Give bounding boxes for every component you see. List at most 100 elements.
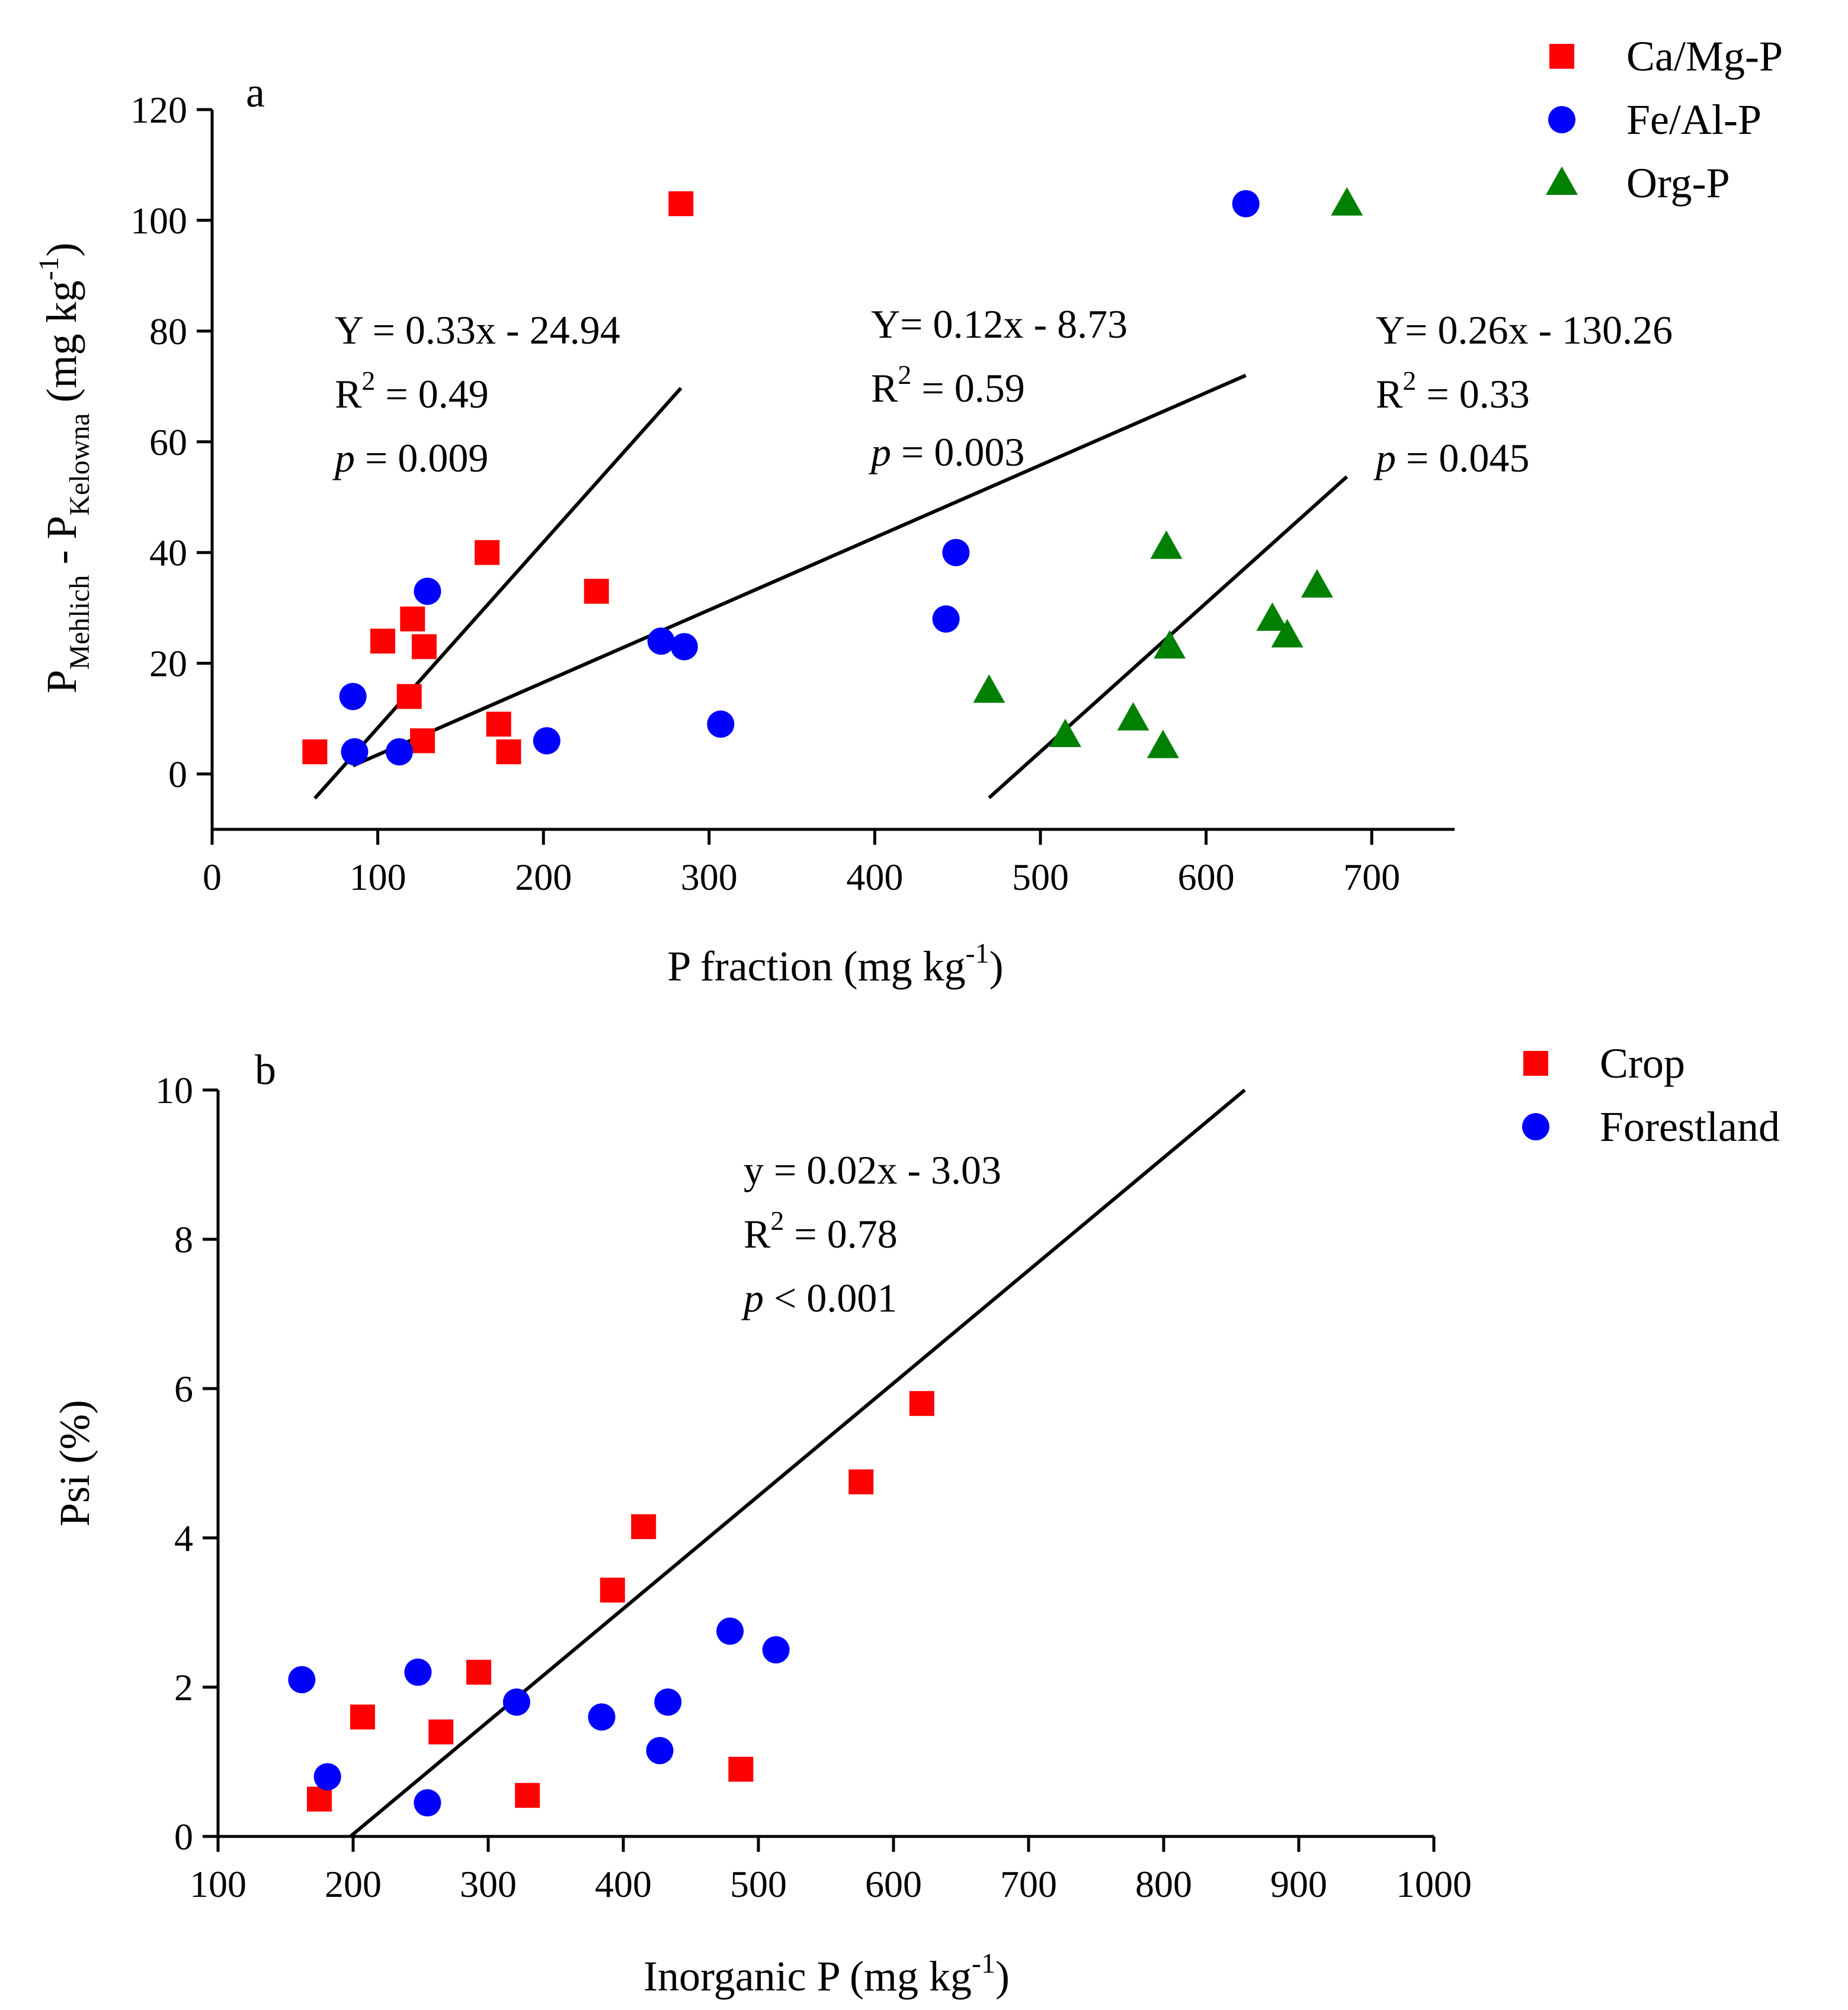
y-axis-title-a: PMehlich - PKelowna (mg kg-1) — [33, 242, 95, 693]
data-point-square-a — [396, 684, 422, 709]
data-point-circle-a — [414, 578, 441, 605]
legend-label-b: Crop — [1600, 1040, 1685, 1087]
data-point-triangle-a — [1146, 729, 1179, 758]
legend-label-a: Ca/Mg-P — [1626, 33, 1783, 80]
p-value-a-label: p — [332, 435, 355, 480]
data-point-square-a — [668, 191, 694, 216]
r-squared-b: R2 = 0.78 — [744, 1206, 898, 1256]
data-point-square-b — [515, 1783, 540, 1808]
y-tick-label-b: 8 — [174, 1219, 193, 1261]
y-tick-label-a: 20 — [149, 643, 187, 685]
x-tick-label-b: 400 — [595, 1863, 652, 1905]
x-tick-label-b: 200 — [325, 1863, 382, 1905]
y-axis-title-a-p1: P — [38, 670, 85, 694]
data-point-circle-a — [932, 605, 960, 633]
x-tick-label-b: 300 — [460, 1863, 517, 1905]
x-axis-title-b-sup: -1 — [972, 1948, 995, 1979]
data-point-square-b — [909, 1391, 934, 1416]
data-point-circle-a — [1232, 190, 1260, 217]
r-squared-a-value: = 0.49 — [375, 371, 488, 416]
y-axis-title-a-sup: -1 — [33, 257, 65, 280]
legend-label-a: Fe/Al-P — [1626, 96, 1761, 143]
data-point-circle-a — [707, 710, 735, 738]
r-squared-a-1: R2 = 0.49 — [335, 366, 489, 416]
r-squared-b-sup: 2 — [770, 1206, 784, 1236]
data-point-circle-a — [339, 682, 367, 710]
x-tick-label-a: 700 — [1343, 856, 1400, 898]
y-axis-title-a-mid: - P — [38, 516, 85, 575]
y-tick-label-a: 120 — [130, 89, 187, 131]
legend-marker-a-triangle — [1546, 166, 1578, 195]
y-tick-label-a: 40 — [149, 532, 187, 574]
data-point-square-a — [584, 579, 609, 604]
data-point-triangle-a — [1150, 530, 1183, 559]
p-value-a-2: p = 0.003 — [869, 429, 1024, 475]
y-axis-title-a-sub1: Mehlich — [64, 575, 95, 670]
y-tick-label-a: 100 — [130, 200, 187, 242]
p-value-a-value: = 0.009 — [355, 435, 488, 480]
x-tick-label-a: 500 — [1012, 856, 1069, 898]
x-axis-title-a-sup: -1 — [966, 938, 989, 969]
y-tick-label-b: 2 — [174, 1666, 193, 1708]
chart-panel-a: 0 100 200 300 400 500 600 700 0 20 40 60 80 100 120 P f… — [33, 33, 1783, 990]
r-squared-b-label: R — [744, 1211, 771, 1256]
data-point-triangle-a — [1271, 618, 1303, 647]
data-point-circle-a — [942, 538, 970, 566]
y-axis-title-b: Psi (%) — [51, 1400, 98, 1527]
fit-line-a-1 — [313, 387, 683, 800]
x-axis-title-a: P fraction (mg kg-1) — [667, 938, 1003, 990]
data-point-circle-b — [654, 1688, 682, 1716]
y-tick-label-b: 4 — [174, 1517, 193, 1559]
data-point-square-a — [486, 711, 511, 737]
r-squared-a-sup: 2 — [361, 366, 375, 396]
data-point-circle-a — [670, 633, 698, 661]
x-tick-label-b: 900 — [1270, 1863, 1327, 1905]
y-tick-label-a: 0 — [168, 754, 187, 796]
x-tick-label-b: 600 — [865, 1863, 922, 1905]
data-point-square-a — [370, 629, 395, 654]
data-point-triangle-a — [1301, 569, 1333, 598]
data-point-square-b — [428, 1719, 454, 1745]
fit-line-a-2 — [352, 373, 1247, 768]
data-point-square-b — [307, 1787, 332, 1812]
x-tick-label-a: 600 — [1178, 856, 1235, 898]
r-squared-a-value: = 0.33 — [1416, 371, 1529, 416]
panel-label-a: a — [246, 69, 265, 116]
data-point-circle-b — [414, 1789, 441, 1817]
legend-marker-b-square — [1523, 1051, 1548, 1076]
panel-label-b: b — [255, 1046, 276, 1094]
y-tick-label-b: 0 — [174, 1816, 193, 1858]
y-tick-label-a: 60 — [149, 421, 187, 463]
r-squared-a-sup: 2 — [898, 360, 911, 390]
r-squared-a-3: R2 = 0.33 — [1376, 366, 1530, 416]
data-point-square-a — [496, 739, 521, 765]
data-point-triangle-a — [973, 674, 1005, 703]
x-tick-label-a: 100 — [350, 856, 406, 898]
p-value-a-label: p — [869, 429, 891, 475]
r-squared-a-label: R — [1376, 371, 1403, 416]
data-point-circle-b — [646, 1737, 674, 1765]
data-point-square-b — [631, 1514, 656, 1540]
x-tick-label-b: 700 — [1000, 1863, 1057, 1905]
x-tick-label-b: 500 — [730, 1863, 787, 1905]
data-point-triangle-a — [1117, 702, 1149, 731]
data-point-circle-b — [588, 1703, 616, 1731]
x-tick-label-a: 0 — [203, 856, 222, 898]
legend-marker-a-square — [1549, 44, 1574, 69]
y-axis-title-a-tail: ) — [38, 242, 85, 257]
x-tick-label-b: 1000 — [1396, 1863, 1472, 1905]
data-point-circle-b — [288, 1666, 316, 1694]
x-axis-title-b-main: Inorganic P (mg kg — [643, 1953, 972, 2000]
data-point-circle-a — [533, 727, 561, 755]
equation-a-2: Y= 0.12x - 8.73 — [871, 302, 1128, 347]
data-point-square-a — [411, 634, 437, 659]
y-axis-title-a-p2: (mg kg — [38, 280, 85, 413]
data-point-circle-b — [502, 1688, 530, 1716]
x-tick-label-b: 100 — [190, 1863, 246, 1905]
data-point-square-a — [400, 606, 425, 631]
p-value-a-1: p = 0.009 — [332, 435, 488, 480]
data-point-circle-a — [385, 738, 413, 766]
legend-label-b: Forestland — [1600, 1103, 1780, 1150]
legend-label-a: Org-P — [1626, 159, 1730, 207]
data-point-circle-b — [716, 1617, 744, 1645]
